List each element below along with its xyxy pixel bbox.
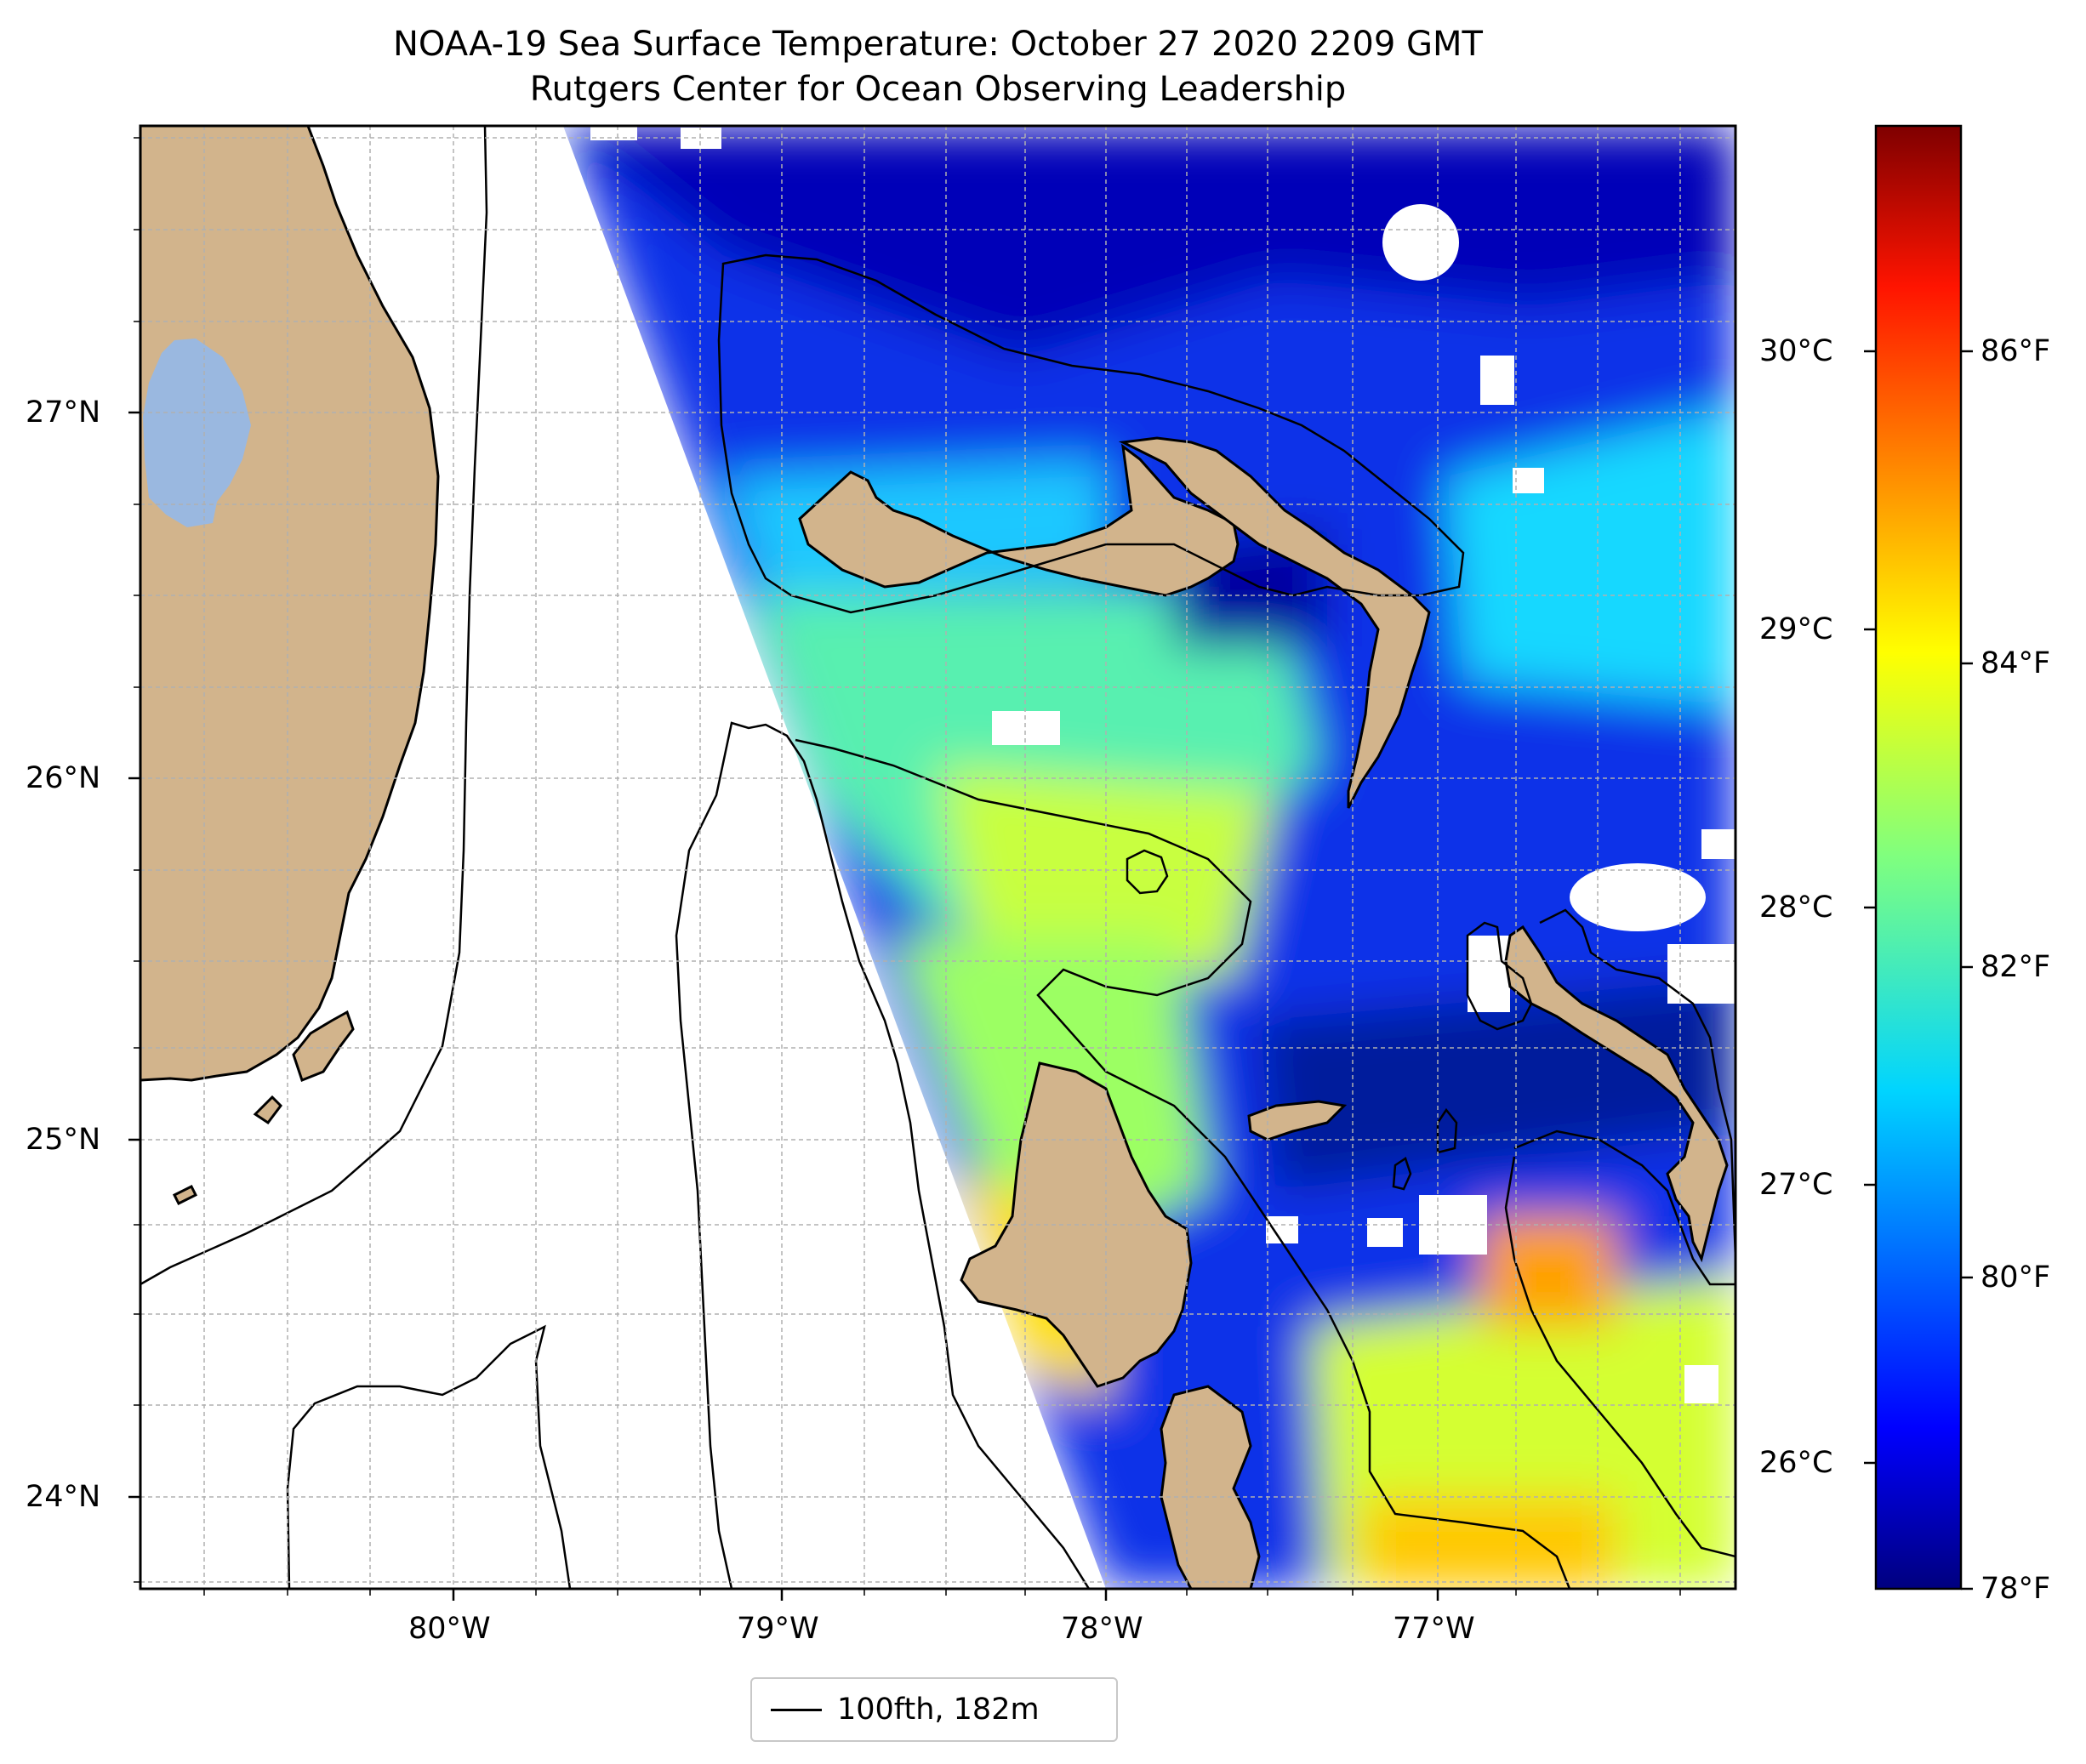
berry-islands-contour-b: [1392, 1157, 1412, 1191]
map-frame: [139, 124, 1737, 1590]
lon-tick-label: 77°W: [1393, 1612, 1475, 1646]
florida-keys-3: [172, 1184, 198, 1206]
lon-tick-label: 79°W: [737, 1612, 819, 1646]
colorbar-fahrenheit-label: 84°F: [1981, 646, 2051, 680]
florida-keys-2: [253, 1095, 282, 1125]
colorbar-fahrenheit-label: 78°F: [1981, 1572, 2051, 1606]
depth-contours-100fth: [140, 126, 1735, 1589]
legend-label: 100fth, 182m: [837, 1693, 1040, 1727]
exuma-sound-contour: [1504, 1156, 1735, 1558]
lake-okeechobee: [143, 339, 251, 527]
eleuthera-outer-contour: [1539, 908, 1735, 1260]
florida-keys-1: [292, 1010, 355, 1082]
colorbar-celsius-label: 28°C: [1759, 891, 1833, 925]
eleuthera-north-contour: [1466, 921, 1533, 1031]
map-subtitle: Rutgers Center for Ocean Observing Leade…: [529, 70, 1347, 109]
lat-tick-label: 25°N: [26, 1123, 101, 1157]
lat-tick-label: 26°N: [26, 761, 101, 795]
cay-sal-bank-contour: [675, 721, 1091, 1589]
great-bahama-bank-east-contour: [1513, 1130, 1735, 1286]
colorbar-celsius-label: 30°C: [1759, 334, 1833, 368]
legend-line-swatch: [771, 1709, 822, 1711]
lat-tick-label: 24°N: [26, 1480, 101, 1514]
lon-tick-label: 80°W: [408, 1612, 491, 1646]
florida-shelf-contour: [140, 126, 488, 1286]
axis-ticks: [128, 411, 1439, 1601]
map-title: NOAA-19 Sea Surface Temperature: October…: [393, 25, 1483, 64]
florida-bay-contour: [286, 1324, 572, 1589]
berry-islands: [1247, 1100, 1348, 1141]
lat-tick-label: 27°N: [26, 395, 101, 430]
south-andros-island: [1160, 1385, 1261, 1589]
colorbar: [1874, 124, 1963, 1590]
cloud-gaps: [590, 126, 1735, 1403]
eleuthera-island: [1504, 925, 1729, 1263]
colorbar-celsius-label: 27°C: [1759, 1168, 1833, 1202]
colorbar-fahrenheit-label: 82°F: [1981, 950, 2051, 984]
map-area: [140, 126, 1735, 1589]
colorbar-fahrenheit-label: 80°F: [1981, 1260, 2051, 1295]
cay-sal-small-island-contour: [1126, 849, 1169, 895]
lon-tick-label: 78°W: [1061, 1612, 1143, 1646]
colorbar-fahrenheit-label: 86°F: [1981, 334, 2051, 368]
legend: 100fth, 182m: [750, 1677, 1118, 1742]
gridlines: [140, 126, 1735, 1589]
abaco-grand-bahama-arc: [1118, 436, 1431, 809]
colorbar-ticks: [1864, 350, 1973, 1590]
colorbar-celsius-label: 29°C: [1759, 612, 1833, 646]
colorbar-celsius-label: 26°C: [1759, 1446, 1833, 1480]
minor-axis-ticks: [134, 137, 1681, 1596]
